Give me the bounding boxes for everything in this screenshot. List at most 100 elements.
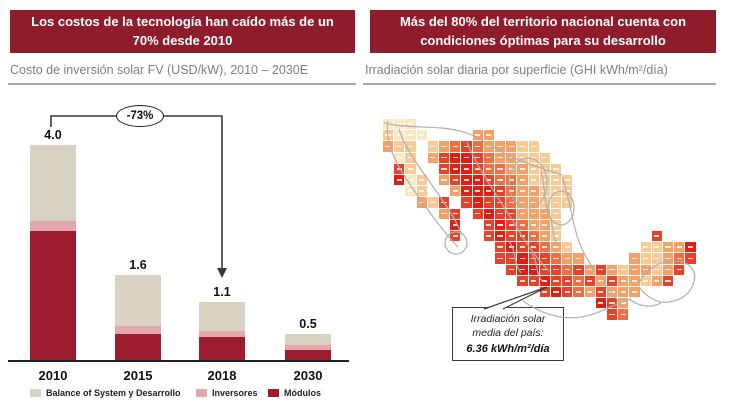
map-tile xyxy=(495,231,506,242)
map-tile xyxy=(506,242,517,253)
map-tile xyxy=(629,275,640,286)
legend-label: Balance of System y Desarrollo xyxy=(46,388,181,398)
map-tile xyxy=(607,298,618,309)
map-tile xyxy=(427,197,438,208)
map-tile xyxy=(584,275,595,286)
map-tile xyxy=(539,163,550,174)
map-tile xyxy=(472,163,483,174)
bar-segment xyxy=(30,231,76,361)
map-tile xyxy=(539,287,550,298)
map-tile xyxy=(528,175,539,186)
map-tile xyxy=(495,141,506,152)
map-tile xyxy=(562,175,573,186)
callout-value: 6.36 kWh/m²/día xyxy=(466,342,550,355)
bar-segment xyxy=(285,344,331,351)
map-tile xyxy=(439,163,450,174)
map-tile xyxy=(394,119,405,130)
map-tile xyxy=(528,275,539,286)
map-tile xyxy=(472,186,483,197)
map-tile xyxy=(651,242,662,253)
map-tile xyxy=(562,186,573,197)
map-tile xyxy=(562,197,573,208)
map-tile xyxy=(483,163,494,174)
bar-2030 xyxy=(285,334,331,361)
x-axis-label: 2010 xyxy=(38,368,68,383)
map-tile xyxy=(450,141,461,152)
map-tile xyxy=(517,163,528,174)
map-tile xyxy=(517,197,528,208)
map-tile xyxy=(539,264,550,275)
map-tile xyxy=(416,186,427,197)
map-tile xyxy=(528,253,539,264)
map-tile xyxy=(483,130,494,141)
map-tile xyxy=(629,253,640,264)
map-tile xyxy=(685,242,696,253)
bar-segment xyxy=(30,220,76,232)
map-tile xyxy=(618,298,629,309)
map-tile xyxy=(674,253,685,264)
map-tile xyxy=(495,219,506,230)
map-tile xyxy=(607,264,618,275)
map-tile xyxy=(584,264,595,275)
map-tile xyxy=(450,208,461,219)
map-tile xyxy=(651,253,662,264)
map-tile xyxy=(394,163,405,174)
map-tile xyxy=(651,231,662,242)
bar-segment xyxy=(199,331,245,337)
map-tile xyxy=(405,119,416,130)
callout-average-irradiation: Irradiación solar media del país: 6.36 k… xyxy=(452,307,564,361)
map-tile xyxy=(495,242,506,253)
map-tile xyxy=(450,163,461,174)
map-tile xyxy=(539,175,550,186)
map-tile xyxy=(528,163,539,174)
map-tile xyxy=(618,309,629,320)
map-tile xyxy=(439,175,450,186)
map-tile xyxy=(640,264,651,275)
map-tile xyxy=(651,264,662,275)
map-tile xyxy=(607,287,618,298)
map-tile xyxy=(562,264,573,275)
map-tile xyxy=(506,219,517,230)
map-tile xyxy=(495,253,506,264)
bar-segment xyxy=(199,301,245,332)
map-tile xyxy=(506,264,517,275)
map-tile xyxy=(663,242,674,253)
map-tile xyxy=(562,287,573,298)
map-tile xyxy=(528,186,539,197)
map-tile xyxy=(495,208,506,219)
map-tile xyxy=(539,253,550,264)
map-tile xyxy=(472,141,483,152)
map-tile xyxy=(607,309,618,320)
map-tile xyxy=(506,208,517,219)
map-tile xyxy=(483,208,494,219)
map-tile xyxy=(640,242,651,253)
map-tile xyxy=(517,242,528,253)
map-tile xyxy=(383,130,394,141)
map-tile xyxy=(461,175,472,186)
map-tile xyxy=(562,242,573,253)
map-tile xyxy=(439,197,450,208)
map-tile xyxy=(551,242,562,253)
map-tile xyxy=(383,141,394,152)
bar-segment xyxy=(115,333,161,361)
map-tile xyxy=(607,275,618,286)
map-tile xyxy=(495,186,506,197)
map-tile xyxy=(551,163,562,174)
map-tile xyxy=(663,264,674,275)
map-tile xyxy=(472,175,483,186)
map-tile xyxy=(427,141,438,152)
legend-swatch xyxy=(30,389,41,397)
callout-text-line: media del país: xyxy=(472,326,544,339)
map-tile xyxy=(528,197,539,208)
map-tile xyxy=(539,231,550,242)
map-tile xyxy=(595,298,606,309)
map-tile xyxy=(427,152,438,163)
map-tile xyxy=(506,175,517,186)
map-tile xyxy=(663,253,674,264)
map-tile xyxy=(517,152,528,163)
map-tile xyxy=(517,275,528,286)
map-tile xyxy=(472,197,483,208)
map-tile xyxy=(551,275,562,286)
legend-label: Inversores xyxy=(212,388,258,398)
map-tile xyxy=(539,275,550,286)
